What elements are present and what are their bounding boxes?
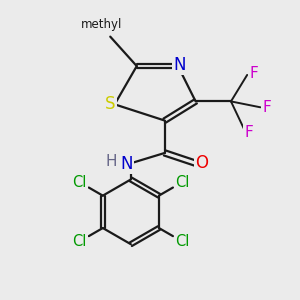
Text: F: F xyxy=(244,125,253,140)
Text: methyl: methyl xyxy=(81,18,122,32)
Text: F: F xyxy=(249,66,258,81)
Text: N: N xyxy=(173,56,186,74)
Text: O: O xyxy=(196,154,208,172)
Text: H: H xyxy=(106,154,118,169)
Text: Cl: Cl xyxy=(175,234,190,249)
Text: N: N xyxy=(120,155,133,173)
Text: Cl: Cl xyxy=(72,234,86,249)
Text: F: F xyxy=(262,100,271,115)
Text: Cl: Cl xyxy=(72,175,86,190)
Text: Cl: Cl xyxy=(175,175,190,190)
Text: S: S xyxy=(105,95,116,113)
